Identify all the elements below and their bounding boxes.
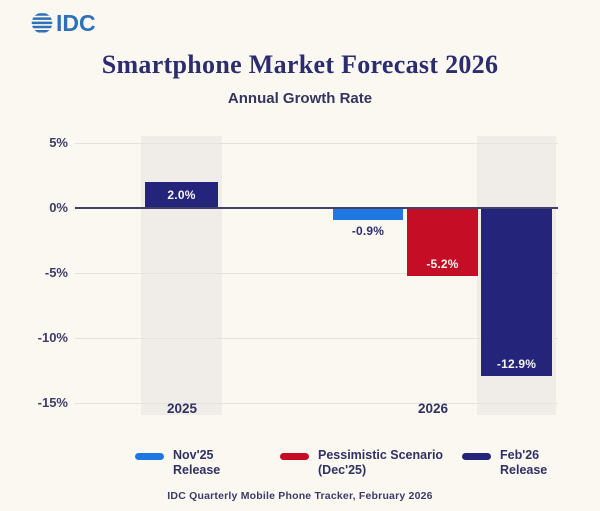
legend-label: Pessimistic Scenario (Dec'25) [318, 448, 444, 477]
legend-swatch [462, 453, 491, 460]
bar--12.9%: -12.9% [481, 208, 552, 376]
bar-value-label: -12.9% [496, 356, 537, 371]
idc-logo-text: IDC [56, 9, 96, 36]
gridline [75, 403, 558, 404]
y-tick-label: -5% [44, 265, 68, 280]
x-axis-label-2025: 2025 [166, 401, 198, 416]
source-note: IDC Quarterly Mobile Phone Tracker, Febr… [167, 490, 433, 502]
chart-title: Smartphone Market Forecast 2026 [101, 50, 499, 79]
y-tick-label: -15% [37, 395, 68, 410]
legend-swatch [135, 453, 164, 460]
bar-2.0%: 2.0% [145, 182, 218, 208]
chart-subtitle: Annual Growth Rate [227, 90, 373, 107]
bar-value-label: 2.0% [167, 188, 196, 202]
gridline [75, 338, 558, 339]
legend-item: Feb'26 Release [462, 448, 547, 478]
highlight-band [141, 136, 222, 415]
legend-item: Nov'25 Release [135, 448, 220, 478]
idc-globe-icon [31, 13, 53, 33]
x-axis-label-2026: 2026 [417, 401, 449, 416]
legend-item: Pessimistic Scenario (Dec'25) [280, 448, 443, 478]
y-tick-label: -10% [37, 330, 68, 345]
legend-label: Nov'25 Release [173, 448, 221, 477]
y-tick-label: 0% [49, 200, 68, 215]
zero-axis-line [75, 207, 558, 209]
legend-label: Feb'26 Release [500, 448, 548, 477]
bar--0.9% [333, 208, 403, 220]
idc-logo: IDC [30, 11, 96, 35]
legend-swatch [280, 453, 309, 460]
bar-chart: 2.0% -0.9% -5.2% -12.9% 2025 2026 5% 0% -5% -10%… [37, 130, 558, 422]
plot-area: 2.0% -0.9% -5.2% -12.9% 2025 2026 [75, 130, 558, 422]
y-tick-label: 5% [49, 135, 68, 150]
gridline [75, 273, 558, 274]
bar-value-label: -5.2% [426, 256, 459, 271]
legend: Nov'25 Release Pessimistic Scenario (Dec'… [0, 448, 600, 484]
gridline [75, 143, 558, 144]
bar-value-label: -0.9% [351, 223, 385, 238]
bar--5.2%: -5.2% [407, 208, 478, 276]
